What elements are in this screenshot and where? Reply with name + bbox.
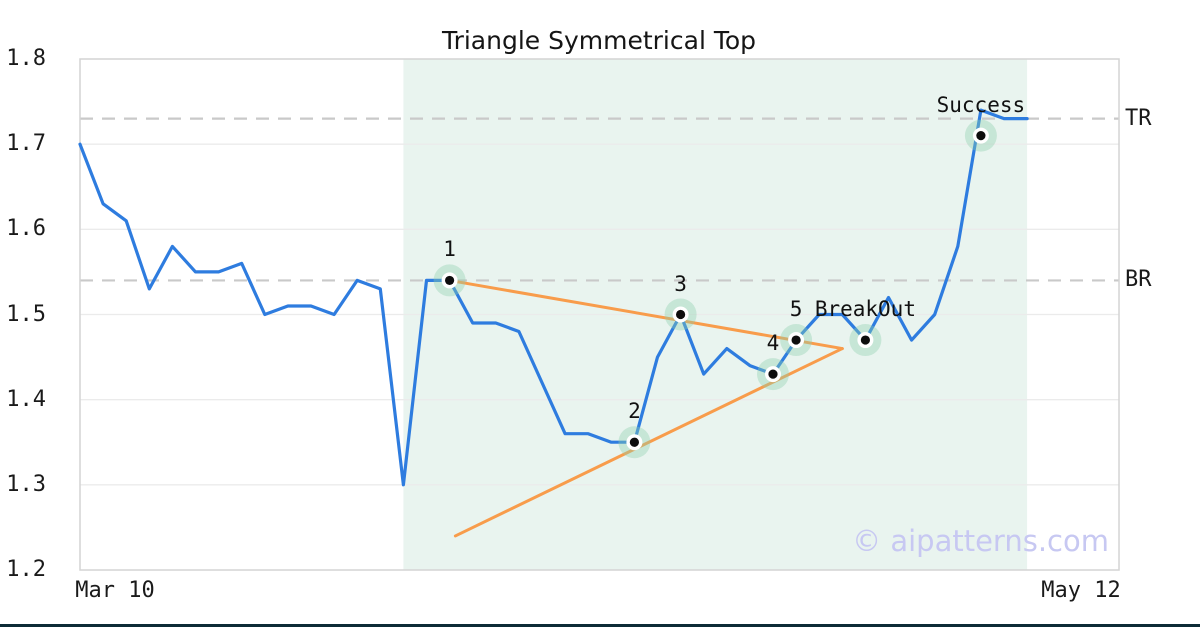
y-tick-label: 1.3	[6, 471, 46, 497]
marker-dot	[791, 335, 801, 345]
watermark-text: © aipatterns.com	[852, 524, 1109, 558]
marker-dot	[445, 275, 455, 286]
footer-brand-bar	[0, 624, 1200, 627]
y-tick-label: 1.5	[6, 301, 46, 327]
marker-dot	[629, 437, 640, 447]
plot-border	[79, 58, 1120, 571]
y-tick-label: 1.6	[6, 216, 46, 242]
y-tick-label: 1.4	[6, 386, 46, 412]
y-tick-label: 1.2	[6, 557, 46, 582]
annotation-label-5: 5	[789, 297, 803, 322]
marker-dot	[860, 335, 871, 345]
chart-title: Triangle Symmetrical Top	[441, 26, 757, 55]
marker-dot	[976, 131, 986, 141]
marker-dot	[768, 369, 778, 379]
annotation-label-1: 1	[443, 237, 456, 262]
level-label-tr: TR	[1125, 105, 1152, 131]
annotation-label-success: Success	[936, 92, 1026, 117]
annotation-label-2: 2	[628, 399, 641, 424]
marker-dot	[676, 309, 686, 320]
annotation-label-4: 4	[766, 331, 780, 356]
y-tick-label: 1.8	[6, 46, 46, 71]
price-line	[78, 108, 1029, 487]
annotation-label-3: 3	[674, 271, 687, 296]
y-tick-label: 1.7	[6, 131, 46, 157]
upper-trendline	[448, 278, 844, 351]
level-label-br: BR	[1125, 267, 1152, 293]
x-tick-label: Mar 10	[75, 578, 155, 603]
x-tick-label: May 12	[1041, 578, 1121, 603]
annotation-label-breakout: BreakOut	[814, 297, 916, 322]
